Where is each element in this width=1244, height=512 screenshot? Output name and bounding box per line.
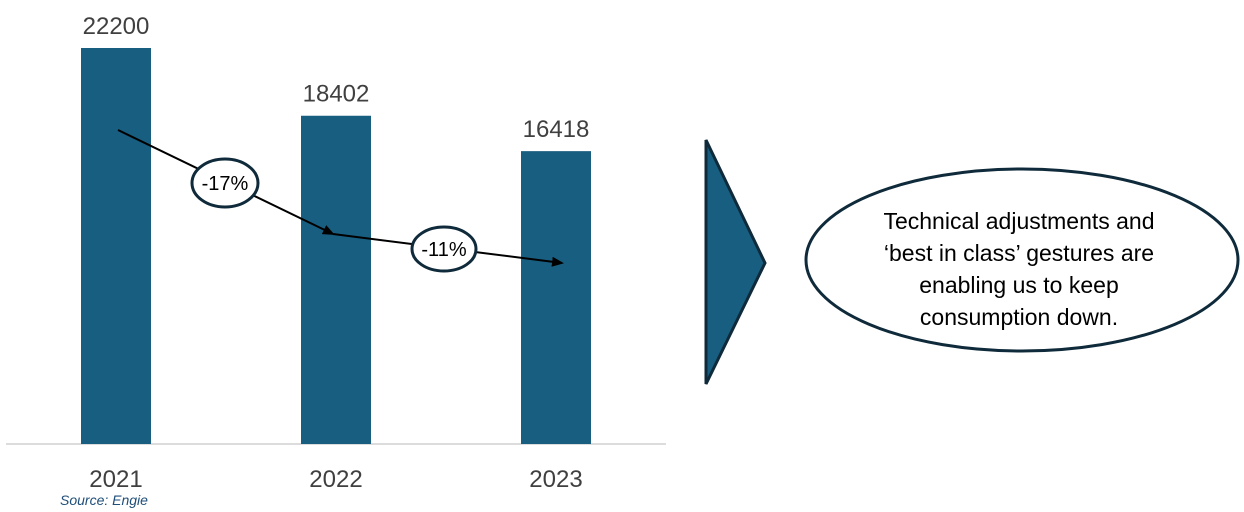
change-bubble-1 [190, 157, 260, 209]
callout-line-3: enabling us to keep [919, 272, 1119, 298]
change-label-2: -11% [421, 239, 466, 261]
category-label-2022: 2022 [309, 466, 362, 493]
value-label-2021: 22200 [83, 13, 150, 40]
callout-ellipse [804, 167, 1240, 353]
bar-2022 [301, 115, 371, 444]
chevron-arrow-shape [704, 139, 767, 385]
bar-2023 [521, 151, 591, 445]
category-label-2023: 2023 [529, 466, 582, 493]
source-note: Source: Engie [60, 492, 148, 508]
change-bubble-2 [410, 225, 478, 273]
value-label-2023: 16418 [523, 116, 590, 143]
bar-2021 [81, 48, 151, 444]
value-label-2022: 18402 [303, 81, 370, 108]
callout-line-1: Technical adjustments and [883, 208, 1154, 234]
bars-layer: 22200 2021 18402 2022 16418 2023 [81, 13, 591, 493]
trend-layer: -17% -11% [117, 129, 564, 273]
callout-line-2: ‘best in class’ gestures are [884, 240, 1154, 266]
change-label-1: -17% [202, 173, 249, 195]
category-label-2021: 2021 [89, 466, 142, 493]
callout-line-4: consumption down. [920, 304, 1118, 330]
